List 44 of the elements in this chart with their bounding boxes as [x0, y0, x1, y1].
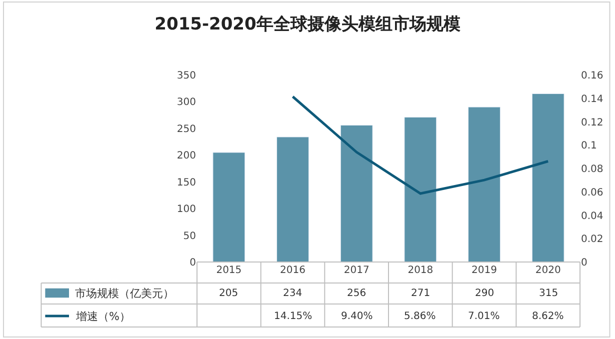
data-label: 290 [475, 288, 494, 299]
data-label: 5.86% [404, 311, 436, 322]
x-tick-label: 2015 [216, 265, 242, 276]
y2-tick-label: 0.02 [581, 234, 604, 246]
x-tick-label: 2018 [408, 265, 434, 276]
y2-tick-label: 0.04 [581, 210, 604, 222]
y-tick-label: 200 [176, 150, 196, 162]
data-label: 7.01% [468, 311, 500, 322]
y2-tick-label: 0.1 [581, 140, 597, 152]
y2-tick-label: 0.06 [581, 187, 604, 198]
legend-label: 市场规模（亿美元） [75, 287, 174, 300]
bar [340, 124, 373, 262]
bar [532, 93, 564, 262]
y2-tick-label: 0.16 [581, 70, 604, 82]
data-label: 256 [347, 288, 366, 299]
y-tick-label: 350 [176, 70, 196, 82]
y2-tick-label: 0.14 [581, 94, 604, 105]
y-tick-label: 250 [176, 124, 196, 135]
data-label: 205 [219, 288, 238, 299]
bar [276, 136, 309, 262]
x-tick-label: 2019 [472, 265, 497, 276]
x-tick-label: 2016 [280, 265, 306, 276]
y2-tick-label: 0.08 [581, 164, 604, 175]
bar [468, 106, 500, 262]
line-series [292, 95, 550, 195]
bar [212, 152, 246, 262]
y-tick-label: 150 [176, 177, 196, 188]
data-label: 9.40% [341, 311, 373, 322]
data-label: 271 [411, 288, 430, 299]
data-label: 234 [283, 288, 302, 299]
x-tick-label: 2017 [344, 265, 370, 276]
y-tick-label: 100 [176, 204, 196, 216]
y-tick-label: 300 [176, 97, 196, 108]
y2-tick-label: 0.12 [581, 117, 604, 128]
data-label: 315 [539, 288, 558, 299]
y-tick-label: 50 [183, 230, 196, 242]
data-label: 8.62% [532, 311, 564, 322]
y2-tick-label: 0 [581, 258, 588, 268]
y-tick-label: 0 [190, 258, 196, 268]
legend-label: 增速（%） [75, 310, 130, 323]
data-label: 14.15% [274, 311, 312, 322]
chart-title: 2015-2020年全球摄像头模组市场规模 [154, 14, 460, 35]
x-tick-label: 2020 [535, 265, 561, 276]
bar [404, 116, 437, 262]
